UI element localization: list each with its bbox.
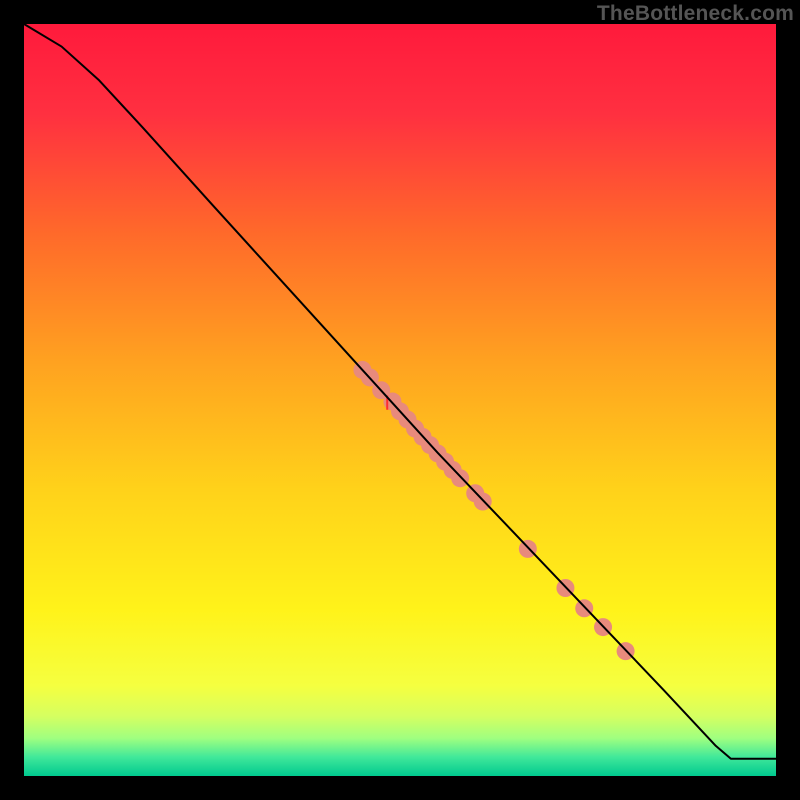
data-marker: [451, 469, 469, 487]
watermark-text: TheBottleneck.com: [597, 2, 794, 26]
chart-canvas: TheBottleneck.com: [0, 0, 800, 800]
chart-overlay: [0, 0, 800, 800]
